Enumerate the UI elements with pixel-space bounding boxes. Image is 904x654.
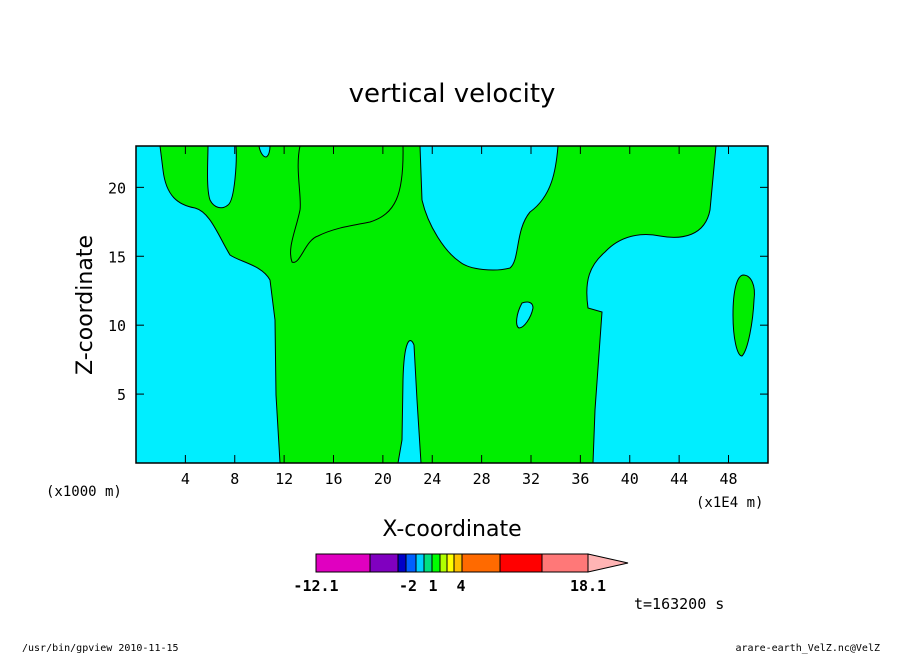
colorbar-segment xyxy=(369,553,399,573)
y-axis-unit-label: (x1000 m) xyxy=(46,484,122,500)
colorbar-tick-label: 18.1 xyxy=(570,577,606,595)
chart-title: vertical velocity xyxy=(349,79,556,109)
plot-frame xyxy=(135,145,769,464)
x-axis-unit-label: (x1E4 m) xyxy=(696,495,763,511)
x-tick-label: 36 xyxy=(571,470,589,488)
x-axis-ticks: 4 8 12 16 20 24 28 32 36 40 44 48 xyxy=(181,146,738,488)
x-tick-label: 20 xyxy=(374,470,392,488)
island-positive-right xyxy=(732,274,755,357)
time-label: t=163200 s xyxy=(634,595,724,613)
colorbar-segment xyxy=(499,553,543,573)
colorbar-segment xyxy=(439,553,448,573)
colorbar-tick-labels: -12.1 -2 1 4 18.1 xyxy=(293,577,606,595)
positive-region-main xyxy=(159,145,717,464)
colorbar-segment xyxy=(541,553,589,573)
x-axis-label: X-coordinate xyxy=(382,517,521,542)
y-axis-ticks: 5 10 15 20 xyxy=(108,179,768,404)
island-negative-center xyxy=(516,301,534,329)
y-tick-label: 15 xyxy=(108,248,126,266)
x-tick-label: 44 xyxy=(670,470,688,488)
colorbar-tick-label: 1 xyxy=(428,577,437,595)
colorbar-segment xyxy=(397,553,407,573)
y-tick-label: 20 xyxy=(108,179,126,197)
colorbar-segment xyxy=(405,553,417,573)
colorbar-segment xyxy=(423,553,433,573)
x-tick-label: 4 xyxy=(181,470,190,488)
colorbar-tick-label: 4 xyxy=(456,577,465,595)
x-tick-label: 8 xyxy=(230,470,239,488)
colorbar-extend-arrow xyxy=(587,553,629,573)
footer-left-text: /usr/bin/gpview 2010-11-15 xyxy=(22,643,179,654)
colorbar-segment xyxy=(453,553,463,573)
colorbar-tick-label: -12.1 xyxy=(293,577,338,595)
notch-negative-top xyxy=(258,145,271,158)
y-tick-label: 5 xyxy=(117,386,126,404)
colorbar-segment xyxy=(315,553,371,573)
x-tick-label: 24 xyxy=(423,470,441,488)
y-tick-label: 10 xyxy=(108,317,126,335)
colorbar-tick-label: -2 xyxy=(399,577,417,595)
x-tick-label: 48 xyxy=(719,470,737,488)
x-tick-label: 32 xyxy=(522,470,540,488)
x-tick-label: 28 xyxy=(473,470,491,488)
footer-right-text: arare-earth_VelZ.nc@VelZ xyxy=(736,643,881,654)
colorbar-segment xyxy=(431,553,441,573)
colorbar-segment xyxy=(461,553,501,573)
colorbar xyxy=(315,553,629,573)
y-axis-label: Z-coordinate xyxy=(73,235,98,375)
colorbar-segment xyxy=(446,553,455,573)
colorbar-segment xyxy=(415,553,425,573)
x-tick-label: 40 xyxy=(621,470,639,488)
x-tick-label: 12 xyxy=(275,470,293,488)
x-tick-label: 16 xyxy=(324,470,342,488)
